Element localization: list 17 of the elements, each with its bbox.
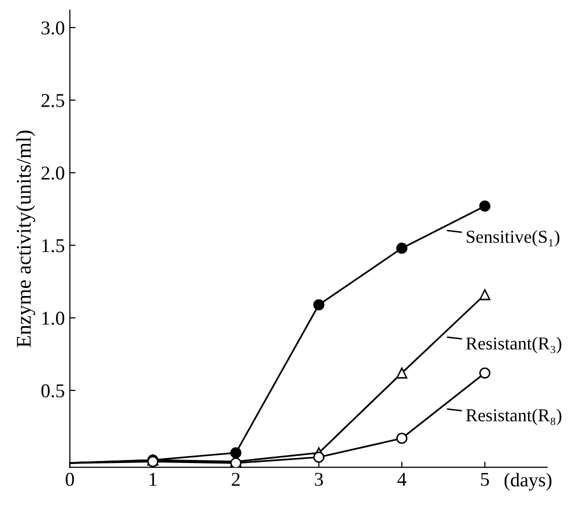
legend-label: Resistant(R₃) (466, 336, 562, 354)
y-tick-label: 1.0 (42, 312, 64, 325)
x-tick-label: 5 (481, 472, 489, 486)
x-tick-label: 0 (66, 472, 74, 486)
x-axis-title: (days) (504, 472, 552, 491)
y-tick-label: 3.0 (42, 21, 64, 35)
y-tick-label: 2.5 (42, 94, 64, 108)
legend-label: Resistant(R₈) (466, 408, 562, 426)
y-tick-label: 2.0 (42, 166, 64, 180)
y-axis-title: Enzyme activity(units/ml) (16, 130, 36, 348)
x-tick-label: 1 (150, 472, 157, 486)
y-tick-label: 0.5 (41, 384, 64, 398)
x-tick-label: 2 (232, 472, 240, 486)
y-tick-label: 1.5 (42, 239, 64, 252)
legend-label: Sensitive(S₁) (466, 230, 560, 247)
x-tick-label: 4 (397, 472, 406, 486)
x-tick-label: 3 (314, 472, 323, 486)
